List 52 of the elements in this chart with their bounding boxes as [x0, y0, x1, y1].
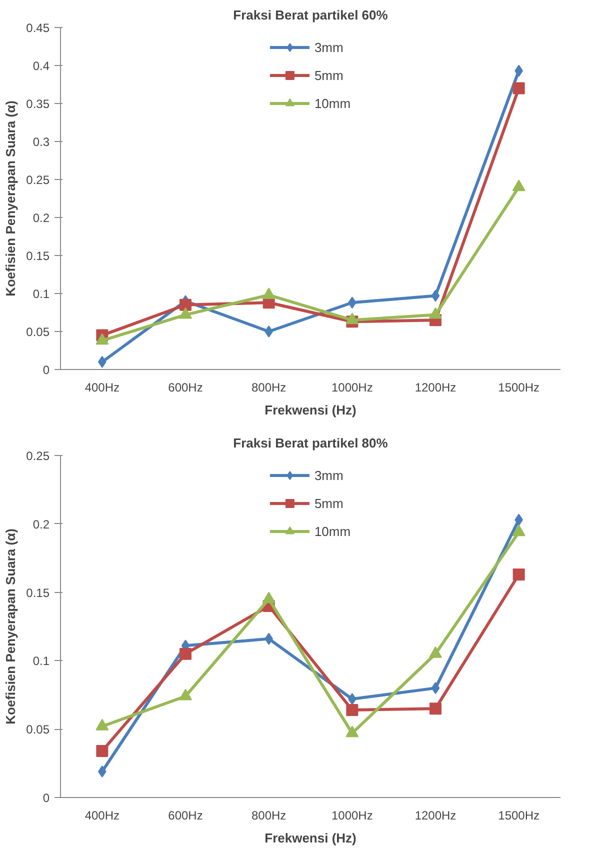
point [346, 704, 358, 716]
point [180, 298, 192, 311]
point [96, 744, 108, 757]
y-tick-label: 0.15 [26, 249, 50, 263]
x-tick-label: 1000Hz [331, 380, 373, 394]
x-tick-label: 400Hz [84, 380, 120, 394]
y-tick-label: 0.2 [32, 211, 50, 225]
y-tick-label: 0.1 [32, 654, 50, 668]
legend-label: 10mm [314, 524, 351, 538]
point [512, 568, 525, 581]
legend-label: 10mm [314, 96, 351, 110]
point [264, 326, 273, 338]
x-tick-label: 800Hz [251, 808, 286, 822]
chart-title: Fraksi Berat partikel 60% [233, 8, 388, 22]
y-tick-label: 0.25 [26, 173, 50, 187]
point [512, 82, 525, 94]
x-tick-label: 1500Hz [498, 380, 540, 394]
y-tick-label: 0.3 [32, 135, 50, 149]
y-tick-label: 0.15 [26, 586, 50, 600]
y-tick-label: 0.45 [26, 21, 50, 35]
x-axis-title: Frekwensi (Hz) [264, 402, 356, 418]
legend-label: 3mm [314, 40, 344, 54]
legend-label: 5mm [314, 496, 344, 510]
x-tick-label: 800Hz [251, 380, 286, 394]
y-tick-label: 0.2 [32, 517, 50, 532]
point [512, 524, 526, 536]
x-tick-label: 600Hz [168, 380, 203, 394]
point [262, 592, 276, 604]
y-tick-label: 0.1 [32, 287, 50, 301]
y-tick-label: 0.4 [32, 59, 50, 73]
x-tick-label: 600Hz [168, 808, 203, 822]
y-tick-label: 0 [42, 791, 50, 805]
x-axis-title: Frekwensi (Hz) [264, 830, 356, 846]
x-tick-label: 1000Hz [331, 808, 373, 822]
x-tick-label: 1200Hz [414, 808, 456, 822]
legend-label: 5mm [314, 68, 344, 82]
y-tick-label: 0 [42, 363, 50, 377]
point [430, 702, 442, 715]
y-axis-title: Koefisien Penyerapan Suara (α) [3, 100, 18, 296]
point [431, 682, 440, 694]
y-tick-label: 0.35 [26, 97, 50, 111]
point [180, 648, 192, 660]
x-tick-label: 1200Hz [414, 380, 456, 394]
x-tick-label: 400Hz [84, 808, 120, 822]
point [431, 290, 440, 302]
chart-title: Fraksi Berat partikel 80% [233, 436, 388, 450]
x-tick-label: 1500Hz [498, 808, 540, 822]
y-tick-label: 0.05 [26, 722, 50, 737]
y-axis-title: Koefisien Penyerapan Suara (α) [3, 528, 18, 724]
y-tick-label: 0.05 [26, 325, 50, 339]
legend-label: 3mm [314, 468, 344, 482]
y-tick-label: 0.25 [26, 449, 50, 463]
